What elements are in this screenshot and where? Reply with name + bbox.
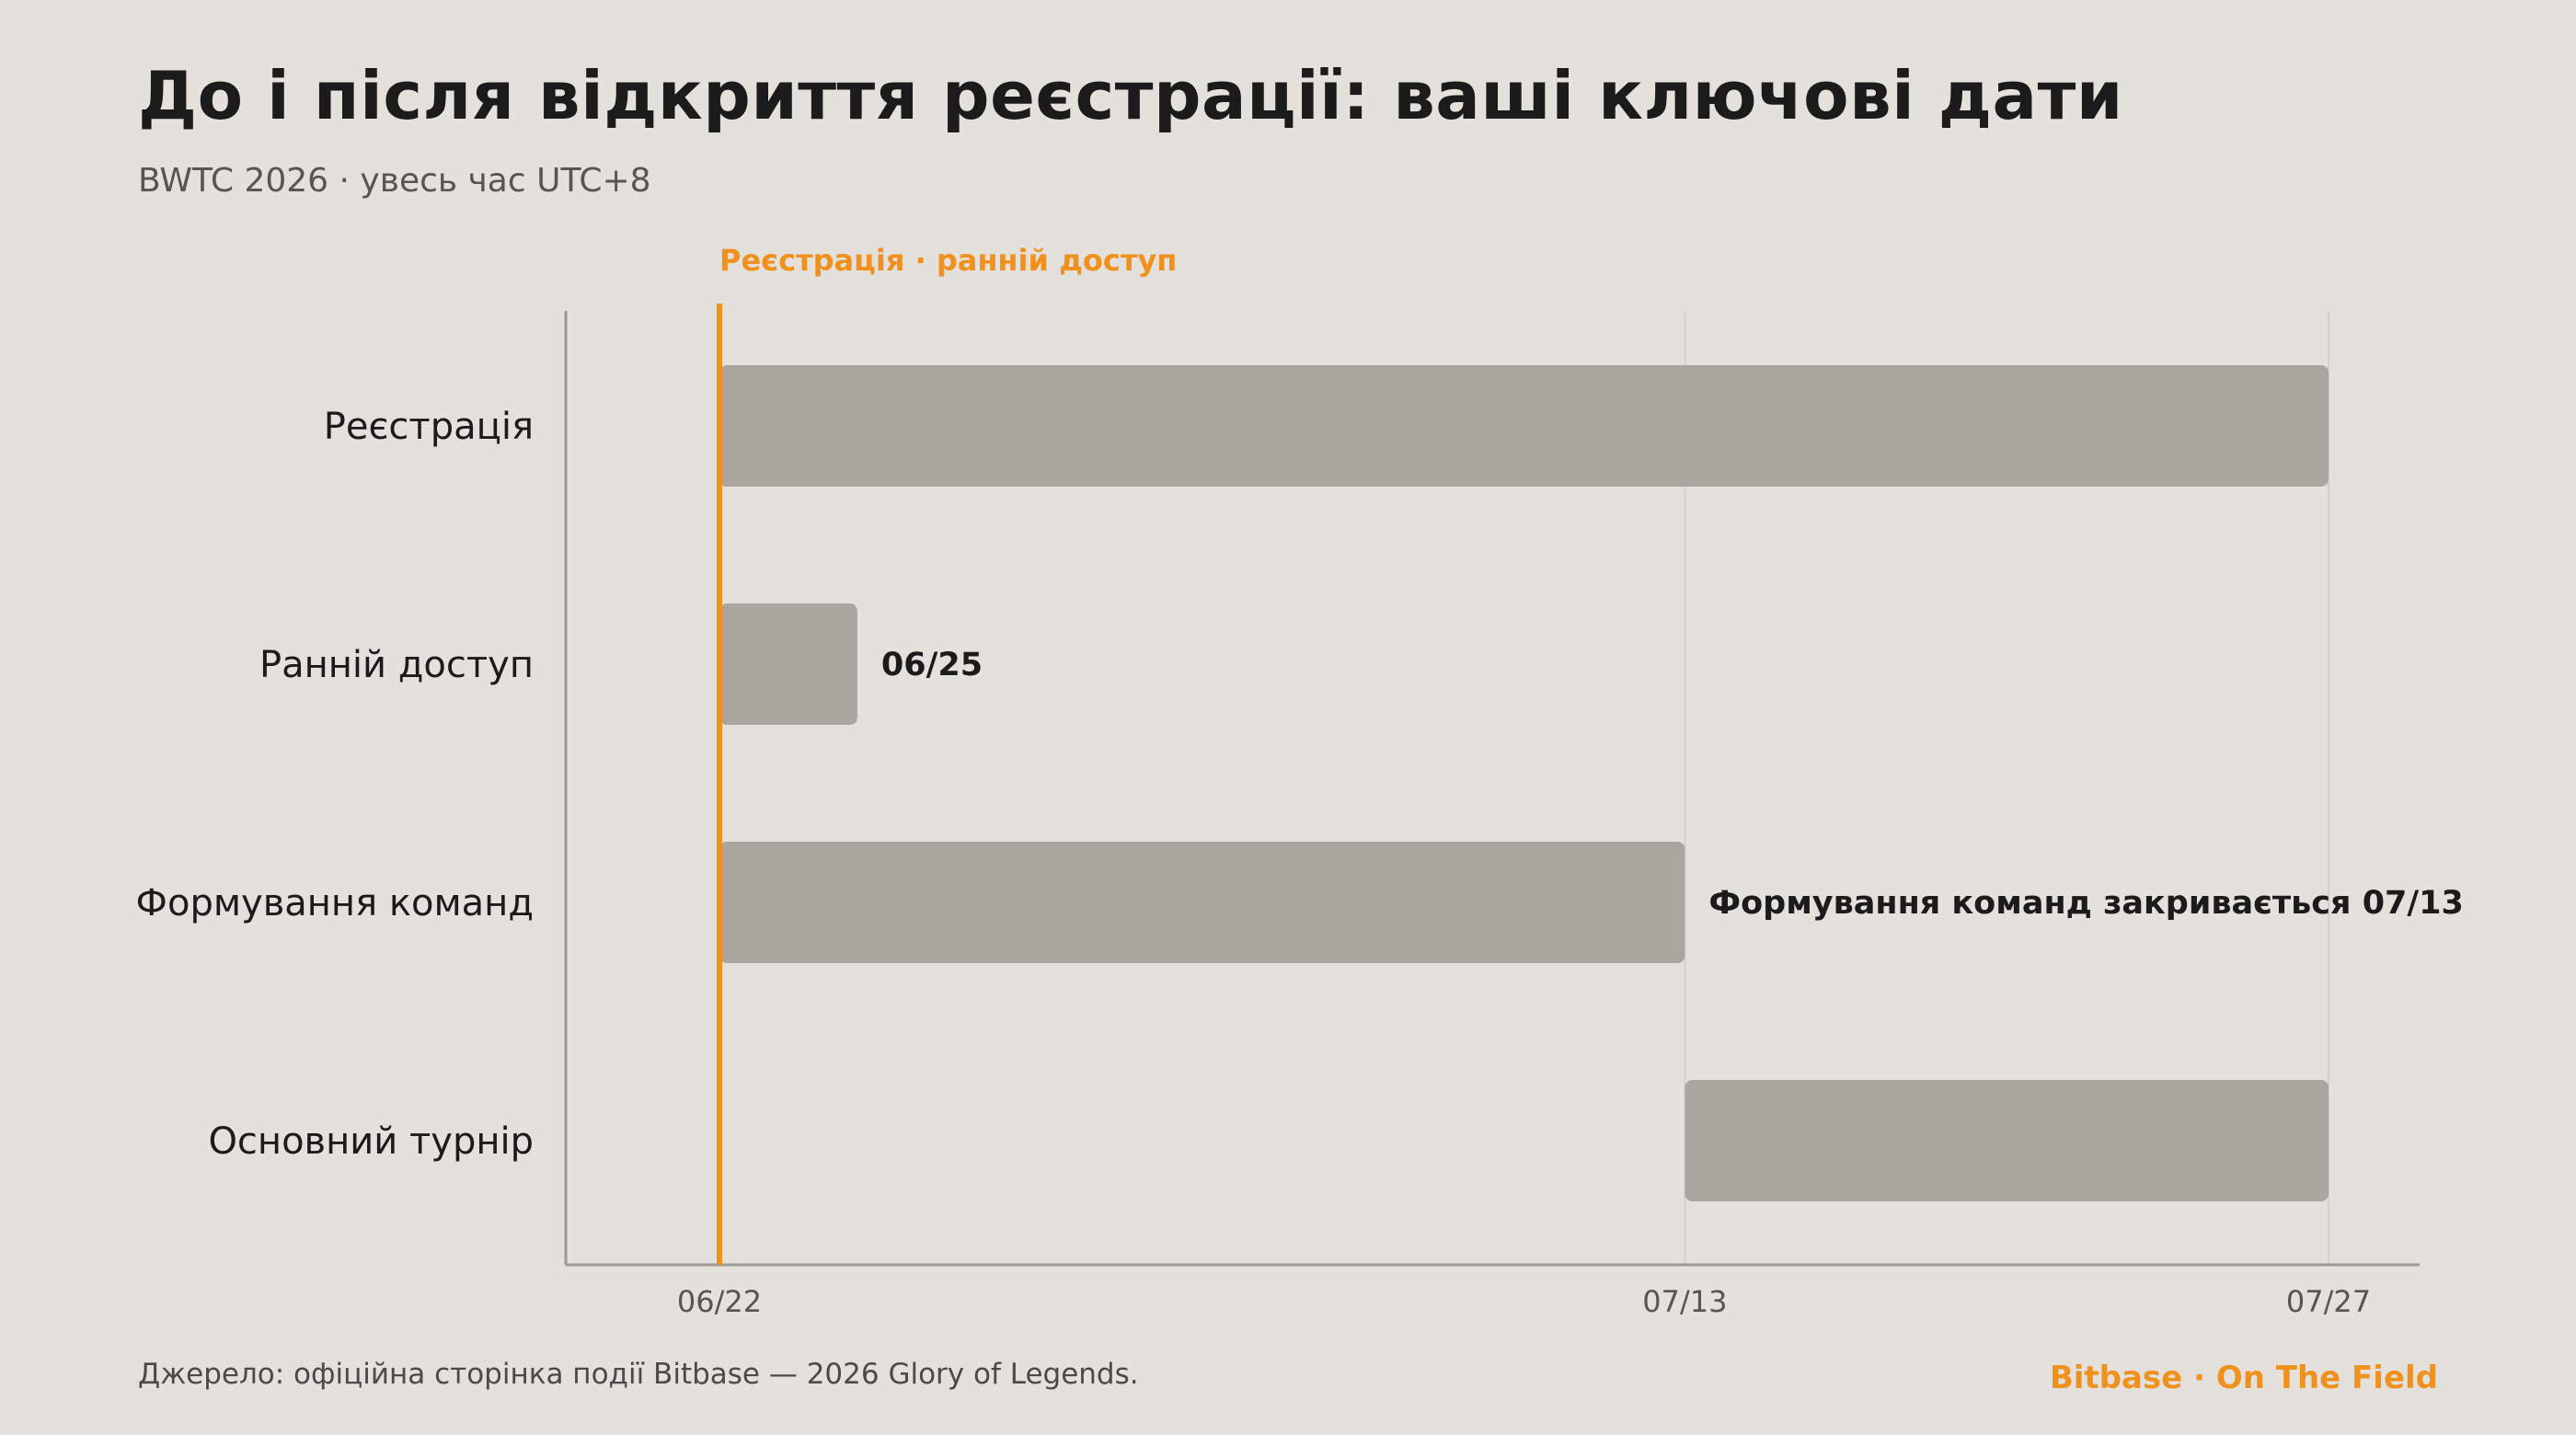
source-note: Джерело: офіційна сторінка події Bitbase… [138, 1358, 1139, 1391]
chart-title: До і після відкриття реєстрації: ваші кл… [138, 57, 2123, 134]
category-label: Ранній доступ [259, 644, 534, 686]
bar-1 [719, 365, 2329, 487]
category-label: Основний турнір [208, 1120, 534, 1163]
registration-marker-label: Реєстрація · ранній доступ [719, 243, 1177, 278]
category-label: Формування команд [136, 882, 534, 924]
bar-3 [719, 842, 1685, 963]
x-tick-label: 07/13 [1642, 1284, 1727, 1319]
category-label: Реєстрація [324, 406, 534, 448]
bar-4 [1685, 1080, 2329, 1201]
x-tick-label: 07/27 [2286, 1284, 2371, 1319]
brand-label: Bitbase · On The Field [2049, 1360, 2438, 1396]
bar-annotation: 06/25 [881, 647, 983, 683]
chart-subtitle: BWTC 2026 · увесь час UTC+8 [138, 162, 651, 200]
bar-annotation: Формування команд закривається 07/13 [1708, 885, 2464, 922]
x-tick-label: 06/22 [677, 1284, 762, 1319]
bar-2 [719, 603, 857, 725]
